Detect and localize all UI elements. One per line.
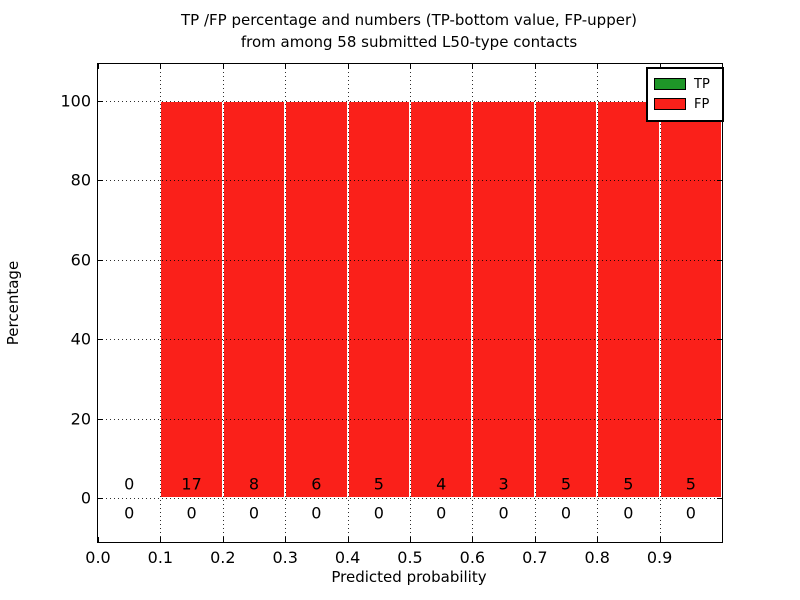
x-tick-label: 0.5 xyxy=(397,548,423,567)
y-tick-label: 80 xyxy=(70,170,91,190)
fp-count-label: 5 xyxy=(623,474,634,494)
x-tick-label: 0.2 xyxy=(210,548,236,567)
y-tick-mark xyxy=(98,259,103,261)
tp-count-label: 0 xyxy=(311,503,322,523)
tp-count-label: 0 xyxy=(124,503,135,523)
fp-swatch-icon xyxy=(654,98,686,110)
fp-bar xyxy=(222,100,286,498)
y-tick-label: 0 xyxy=(80,488,91,508)
x-gridline xyxy=(410,64,411,542)
legend-label: FP xyxy=(694,96,710,112)
fp-count-label: 3 xyxy=(498,474,509,494)
y-tick-label: 60 xyxy=(70,250,91,269)
x-gridline xyxy=(534,64,536,542)
y-tick-mark xyxy=(717,180,722,181)
fp-count-label: 5 xyxy=(373,474,384,494)
fp-bar xyxy=(347,100,410,498)
x-tick-mark xyxy=(98,537,99,542)
x-tick-mark xyxy=(347,537,349,542)
x-gridline xyxy=(160,64,162,542)
fp-count-label: 5 xyxy=(685,474,696,494)
fp-bar xyxy=(160,100,223,498)
chart-title-line1: TP /FP percentage and numbers (TP-bottom… xyxy=(181,11,637,29)
y-tick-mark xyxy=(717,418,722,420)
fp-bar xyxy=(285,100,348,498)
x-gridline xyxy=(222,64,224,542)
x-tick-mark xyxy=(659,537,661,542)
legend-item-fp: FP xyxy=(654,94,716,114)
legend: TP FP xyxy=(646,67,724,122)
legend-item-tp: TP xyxy=(654,74,716,94)
x-tick-mark xyxy=(534,64,536,69)
x-tick-mark xyxy=(347,64,349,69)
tp-count-label: 0 xyxy=(436,503,447,523)
fp-bar xyxy=(410,100,473,498)
x-gridline xyxy=(659,64,661,542)
chart-title-line2: from among 58 submitted L50-type contact… xyxy=(240,33,578,51)
x-tick-mark xyxy=(98,64,99,69)
x-tick-mark xyxy=(597,64,599,69)
y-tick-mark xyxy=(98,418,103,420)
tp-count-label: 0 xyxy=(248,503,260,523)
fp-bar xyxy=(659,100,722,498)
fp-count-label: 6 xyxy=(311,474,322,494)
fp-count-label: 4 xyxy=(436,474,447,494)
x-gridline xyxy=(347,64,349,542)
x-gridline xyxy=(285,64,287,542)
fp-count-label: 5 xyxy=(560,474,572,494)
tp-count-label: 0 xyxy=(623,503,634,523)
x-tick-mark xyxy=(534,537,536,542)
x-tick-mark xyxy=(222,537,224,542)
y-tick-mark xyxy=(98,100,103,102)
y-tick-mark xyxy=(717,259,722,261)
x-tick-mark xyxy=(410,537,411,542)
tp-count-label: 0 xyxy=(498,503,509,523)
x-tick-mark xyxy=(160,537,162,542)
plot-area: TP FP 0 20 40 60 80 100 0.0 0.1 0.2 0.3 0.4 0.5 0.6 0.… xyxy=(60,63,724,567)
fp-count-label: 8 xyxy=(248,474,260,494)
x-tick-label: 0.7 xyxy=(522,548,548,567)
y-tick-mark xyxy=(98,339,103,340)
x-tick-mark xyxy=(285,64,287,69)
tp-count-label: 0 xyxy=(186,503,197,523)
fp-count-label: 0 xyxy=(124,474,135,494)
legend-label: TP xyxy=(694,76,710,92)
y-tick-label: 100 xyxy=(60,91,91,110)
y-tick-mark xyxy=(98,498,103,499)
y-axis-label: Percentage xyxy=(4,260,22,346)
chart-title: TP /FP percentage and numbers (TP-bottom… xyxy=(97,9,721,53)
x-tick-label: 0.0 xyxy=(85,548,111,567)
y-tick-label: 20 xyxy=(70,409,91,428)
y-tick-mark xyxy=(98,180,103,181)
y-tick-label: 40 xyxy=(70,329,91,349)
tp-count-label: 0 xyxy=(560,503,572,523)
fp-bar xyxy=(597,100,660,498)
x-tick-mark xyxy=(160,64,162,69)
x-tick-label: 0.6 xyxy=(459,548,486,567)
fp-bar xyxy=(534,100,598,498)
tp-count-label: 0 xyxy=(373,503,384,523)
y-tick-mark xyxy=(717,339,722,340)
x-axis-label: Predicted probability xyxy=(331,568,487,586)
fp-bar xyxy=(472,100,535,498)
x-tick-label: 0.8 xyxy=(584,548,610,567)
y-tick-mark xyxy=(717,498,722,499)
x-tick-mark xyxy=(222,64,224,69)
x-tick-label: 0.9 xyxy=(646,548,673,567)
x-tick-mark xyxy=(410,64,411,69)
tp-swatch-icon xyxy=(654,78,686,90)
x-gridline xyxy=(472,64,474,542)
x-tick-mark xyxy=(285,537,287,542)
x-tick-mark xyxy=(472,64,474,69)
fp-count-label: 17 xyxy=(181,474,202,494)
x-tick-mark xyxy=(472,537,474,542)
x-tick-mark xyxy=(597,537,599,542)
x-tick-label: 0.4 xyxy=(334,548,361,567)
x-gridline xyxy=(597,64,599,542)
x-tick-label: 0.3 xyxy=(272,548,298,567)
x-tick-label: 0.1 xyxy=(147,548,174,567)
tp-count-label: 0 xyxy=(685,503,696,523)
x-tick-mark xyxy=(659,64,661,69)
